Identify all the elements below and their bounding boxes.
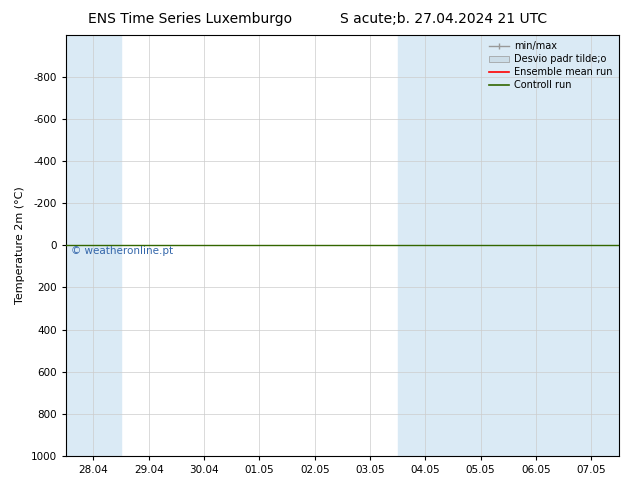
Text: ENS Time Series Luxemburgo: ENS Time Series Luxemburgo <box>88 12 292 26</box>
Text: S acute;b. 27.04.2024 21 UTC: S acute;b. 27.04.2024 21 UTC <box>340 12 547 26</box>
Text: © weatheronline.pt: © weatheronline.pt <box>71 245 173 256</box>
Y-axis label: Temperature 2m (°C): Temperature 2m (°C) <box>15 186 25 304</box>
Bar <box>66 35 121 456</box>
Bar <box>398 35 508 456</box>
Bar <box>508 35 619 456</box>
Legend: min/max, Desvio padr tilde;o, Ensemble mean run, Controll run: min/max, Desvio padr tilde;o, Ensemble m… <box>486 38 616 94</box>
